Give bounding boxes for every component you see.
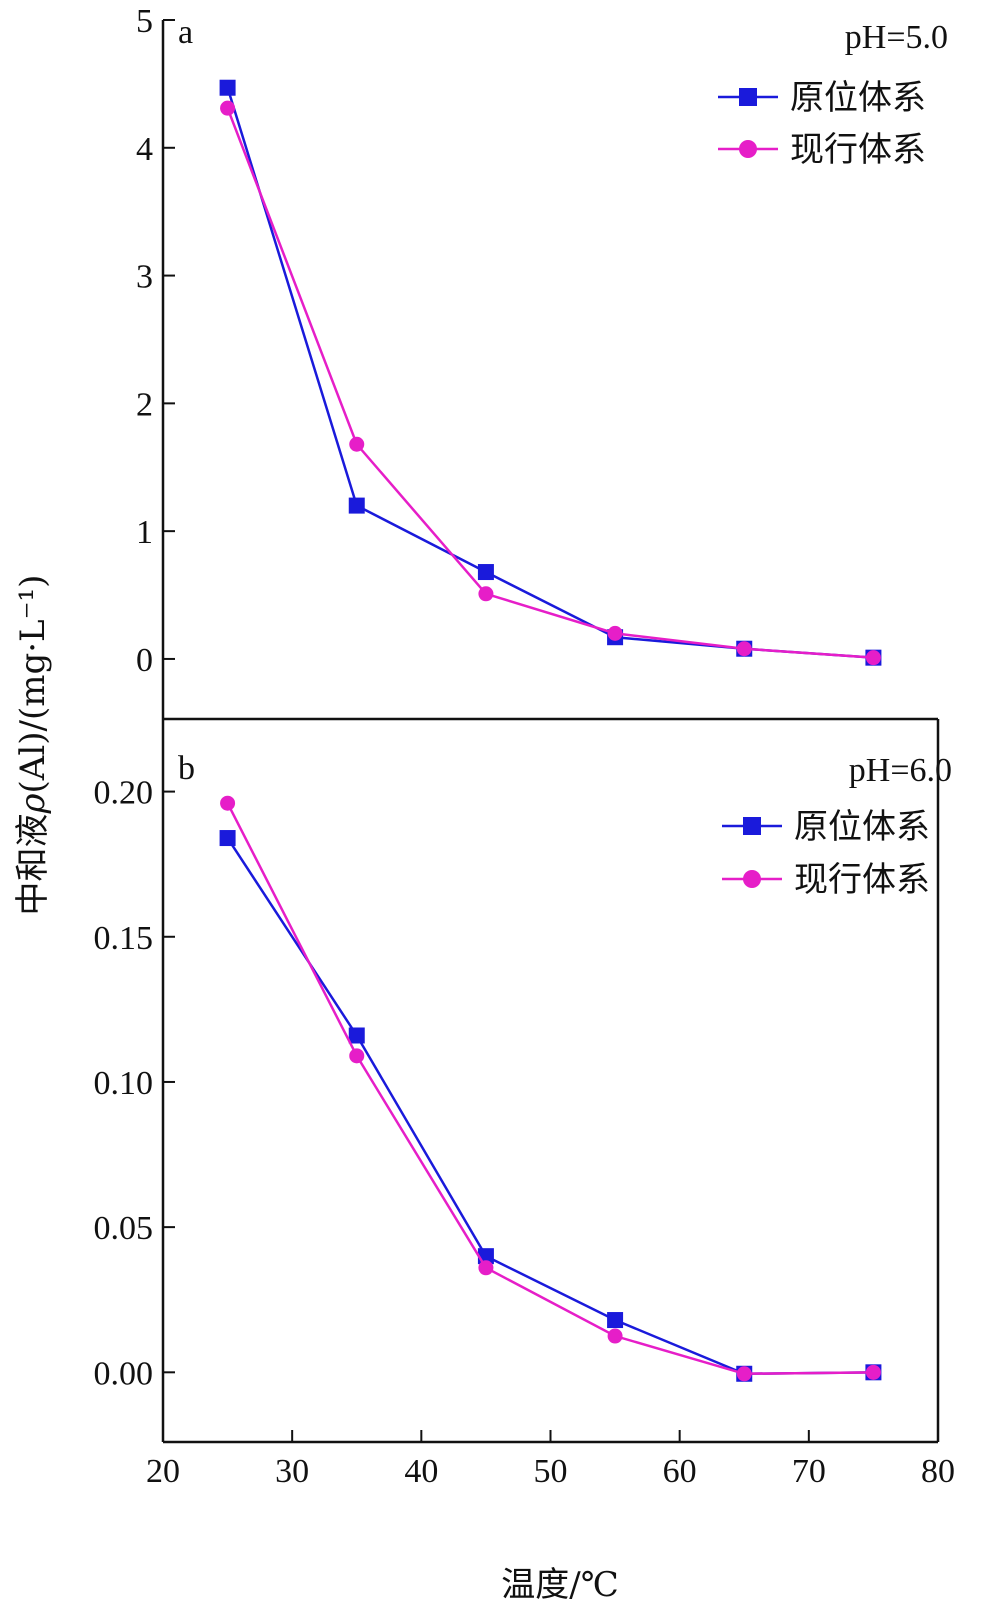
x-tick-label: 40 [404, 1453, 438, 1490]
data-point-circle [349, 436, 365, 452]
series-line [226, 87, 874, 659]
legend-label: 现行体系 [794, 860, 930, 900]
y-axis-title-rho: ρ [13, 793, 53, 814]
y-tick-label: 4 [136, 131, 153, 168]
data-point-circle [220, 100, 236, 116]
series-group [219, 79, 882, 1382]
series-line [226, 837, 874, 1376]
tick-labels: 20 30 40 50 60 70 80 0 1 2 3 4 5 0.00 0.05 0.10 0.15 0.20 [94, 3, 956, 1490]
data-point-circle [736, 641, 752, 657]
data-point-circle [607, 1328, 623, 1344]
data-point-square [219, 79, 236, 96]
legend-label: 现行体系 [790, 130, 926, 170]
data-point-circle [607, 625, 623, 641]
panel-a-ph-label: pH=5.0 [845, 19, 948, 56]
data-point-circle [349, 1048, 365, 1064]
data-point-square [477, 564, 494, 581]
data-point-circle [865, 650, 881, 666]
y-axis-title-superscript: ⁻¹ [13, 588, 53, 620]
data-point-square [607, 1312, 624, 1329]
data-point-circle [220, 795, 236, 811]
y-axis-title-prefix: 中和液 [13, 813, 53, 915]
y-tick-label: 1 [136, 514, 153, 551]
y-axis-title-end: ) [13, 575, 53, 588]
data-point-square [348, 1027, 365, 1044]
legend-marker-circle [739, 140, 757, 158]
legend-label: 原位体系 [790, 78, 926, 118]
series-line [226, 802, 874, 1376]
series-line [226, 107, 874, 659]
legend-marker-square [739, 88, 757, 106]
x-tick-label: 30 [275, 1453, 309, 1490]
y-tick-label: 0.20 [94, 775, 154, 812]
x-tick-label: 70 [792, 1453, 826, 1490]
data-point-circle [865, 1364, 881, 1380]
y-tick-label: 0.00 [94, 1355, 154, 1392]
data-point-circle [478, 1260, 494, 1276]
y-tick-label: 3 [136, 259, 153, 296]
y-tick-label: 0.05 [94, 1210, 154, 1247]
y-tick-label: 0.10 [94, 1065, 154, 1102]
axes-frame [161, 19, 940, 1444]
legend-marker-square [743, 817, 761, 835]
data-point-circle [736, 1366, 752, 1382]
data-point-circle [478, 586, 494, 602]
panel-b-ph-label: pH=6.0 [849, 752, 952, 789]
y-tick-label: 2 [136, 386, 153, 423]
x-tick-label: 60 [663, 1453, 697, 1490]
x-tick-label: 50 [534, 1453, 568, 1490]
y-tick-label: 0.15 [94, 920, 154, 957]
legend-marker-circle [743, 870, 761, 888]
y-axis-title-unit: (Al)/(mg·L [13, 619, 53, 793]
data-point-square [348, 497, 365, 514]
x-tick-label: 80 [921, 1453, 955, 1490]
legend-label: 原位体系 [794, 807, 930, 847]
data-point-square [219, 830, 236, 847]
x-axis-title: 温度/℃ [501, 1565, 619, 1605]
y-axis-title: 中和液ρ(Al)/(mg·L⁻¹) [13, 575, 53, 916]
y-tick-label: 0 [136, 642, 153, 679]
panel-a-letter: a [178, 14, 193, 51]
y-tick-label: 5 [136, 3, 153, 40]
x-tick-label: 20 [146, 1453, 180, 1490]
panel-b-letter: b [178, 750, 195, 787]
